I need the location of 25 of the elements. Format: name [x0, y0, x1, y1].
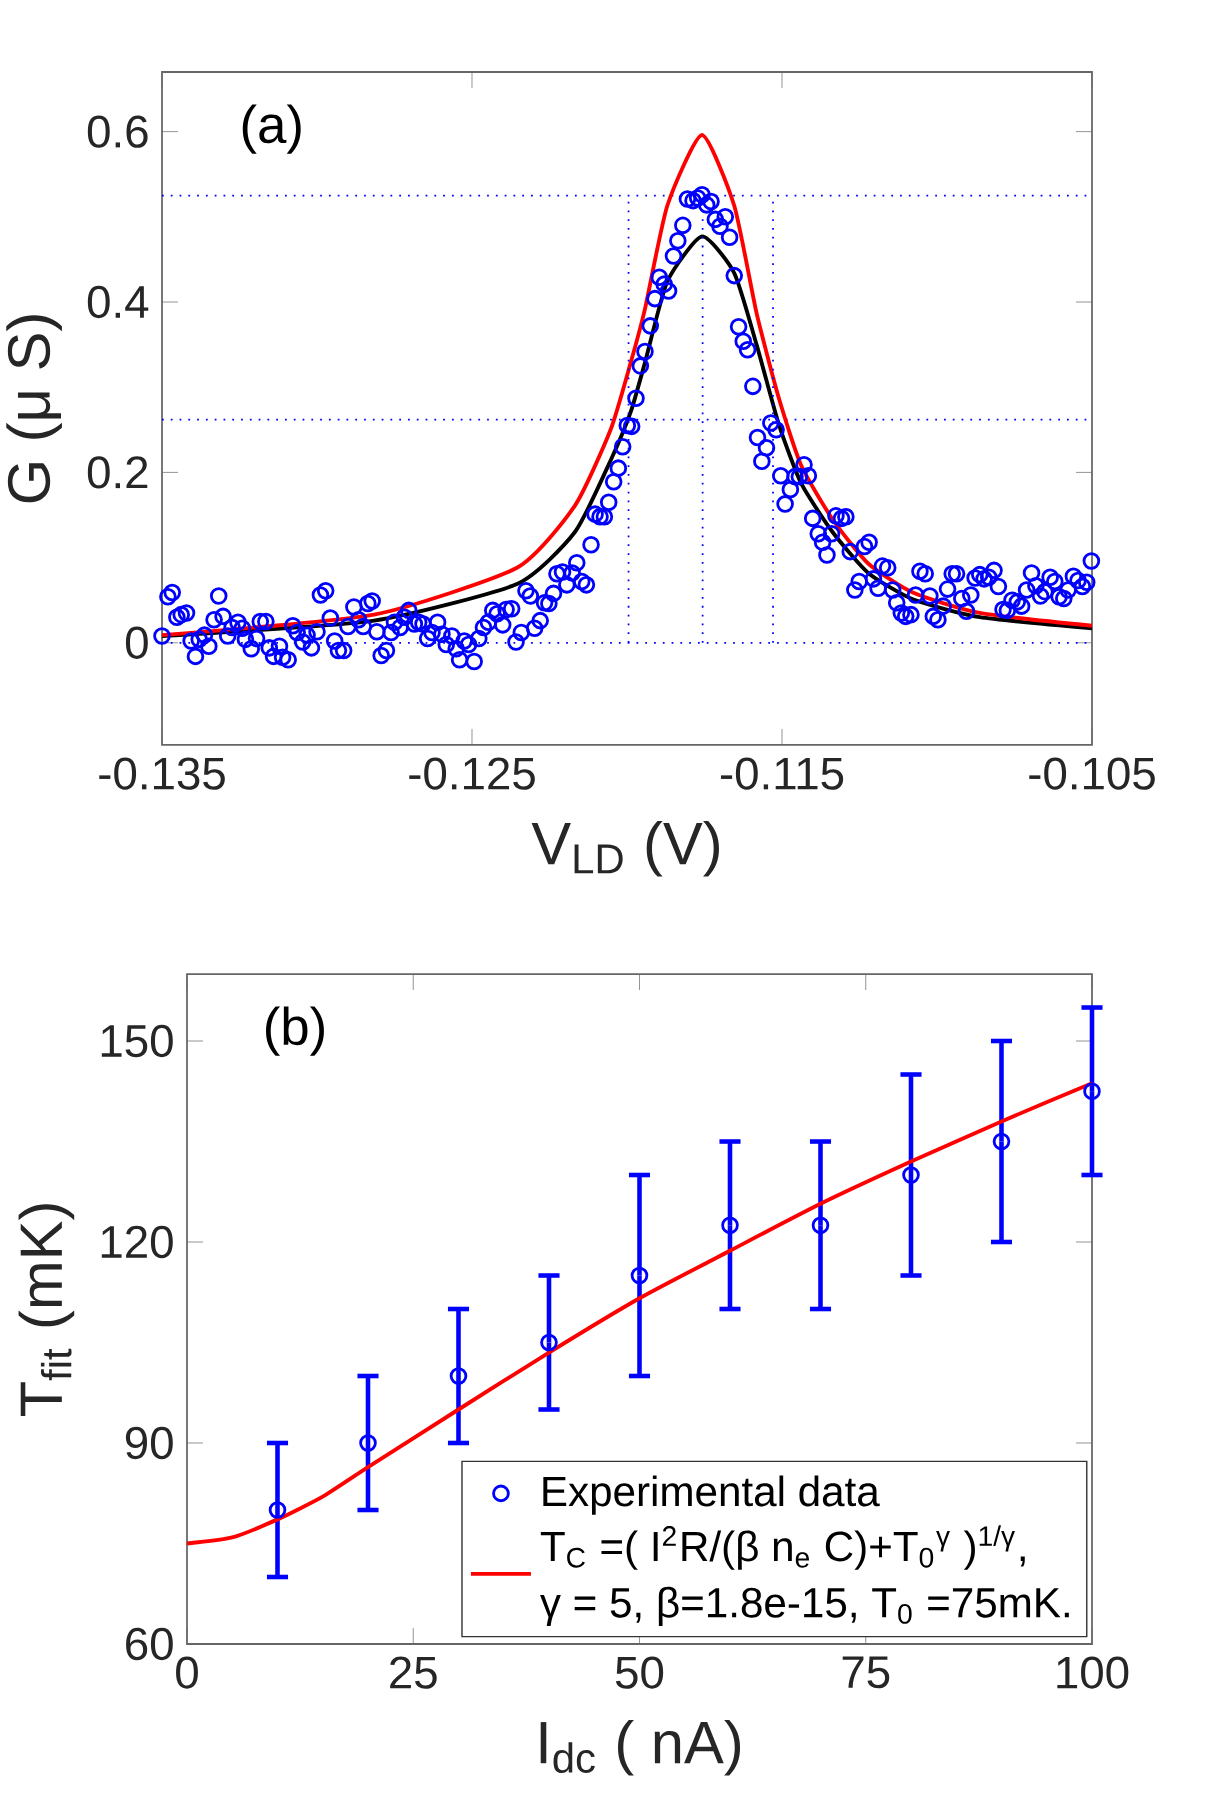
x-tick-label: -0.125 [409, 757, 535, 790]
legend-label: Experimental data [543, 1475, 880, 1515]
x-tick-label: -0.105 [1029, 757, 1155, 790]
y-tick-label: 0.6 [87, 115, 148, 148]
y-tick-label: 120 [101, 1225, 173, 1259]
x-tick-label: -0.115 [720, 757, 844, 790]
x-tick-label: 50 [615, 1656, 664, 1689]
y-tick-label: 0.4 [87, 285, 149, 319]
y-tick-label: 0 [125, 626, 148, 659]
x-axis-title: I$_{dc}$ ( nA) [540, 1719, 741, 1776]
x-tick-label: -0.135 [99, 757, 225, 790]
x-tick-label: 0 [176, 1656, 198, 1689]
y-axis-title: T$_{fit}$ (mK) [18, 1204, 75, 1417]
annotation: γ = 5, β=1.8e-15, T$_{0}$ =75mK. [540, 1586, 1069, 1627]
annotation: (b) [266, 1006, 324, 1056]
annotation: (a) [242, 104, 301, 154]
y-tick-label: 60 [126, 1627, 173, 1661]
y-tick-label: 0.2 [87, 456, 148, 489]
x-tick-label: 25 [390, 1656, 437, 1689]
y-tick-label: 150 [101, 1024, 173, 1058]
y-axis-title: G (μ S) [6, 315, 62, 503]
y-tick-label: 90 [125, 1426, 173, 1460]
x-axis-title: V$_{LD}$ (V) [531, 820, 719, 877]
x-tick-label: 100 [1057, 1656, 1129, 1689]
x-tick-label: 75 [842, 1656, 890, 1689]
